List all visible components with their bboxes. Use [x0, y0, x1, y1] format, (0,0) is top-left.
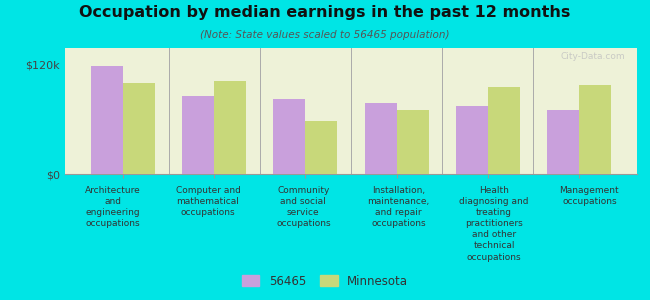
- Bar: [274, 99, 305, 174]
- Bar: [306, 121, 337, 174]
- Text: City-Data.com: City-Data.com: [561, 52, 625, 61]
- Bar: [396, 110, 428, 174]
- Legend: 56465, Minnesota: 56465, Minnesota: [238, 271, 412, 291]
- Bar: [365, 103, 396, 174]
- Text: (Note: State values scaled to 56465 population): (Note: State values scaled to 56465 popu…: [200, 30, 450, 40]
- Text: Health
diagnosing and
treating
practitioners
and other
technical
occupations: Health diagnosing and treating practitio…: [460, 186, 528, 262]
- Text: Architecture
and
engineering
occupations: Architecture and engineering occupations: [84, 186, 140, 228]
- Bar: [123, 83, 155, 174]
- Text: Computer and
mathematical
occupations: Computer and mathematical occupations: [176, 186, 240, 217]
- Text: Community
and social
service
occupations: Community and social service occupations: [276, 186, 331, 228]
- Bar: [214, 81, 246, 174]
- Bar: [182, 96, 214, 174]
- Text: Installation,
maintenance,
and repair
occupations: Installation, maintenance, and repair oc…: [367, 186, 430, 228]
- Bar: [456, 106, 488, 174]
- Bar: [579, 85, 611, 174]
- Bar: [488, 87, 520, 174]
- Text: Occupation by median earnings in the past 12 months: Occupation by median earnings in the pas…: [79, 4, 571, 20]
- Bar: [547, 110, 579, 174]
- Text: Management
occupations: Management occupations: [560, 186, 619, 206]
- Bar: [91, 66, 123, 174]
